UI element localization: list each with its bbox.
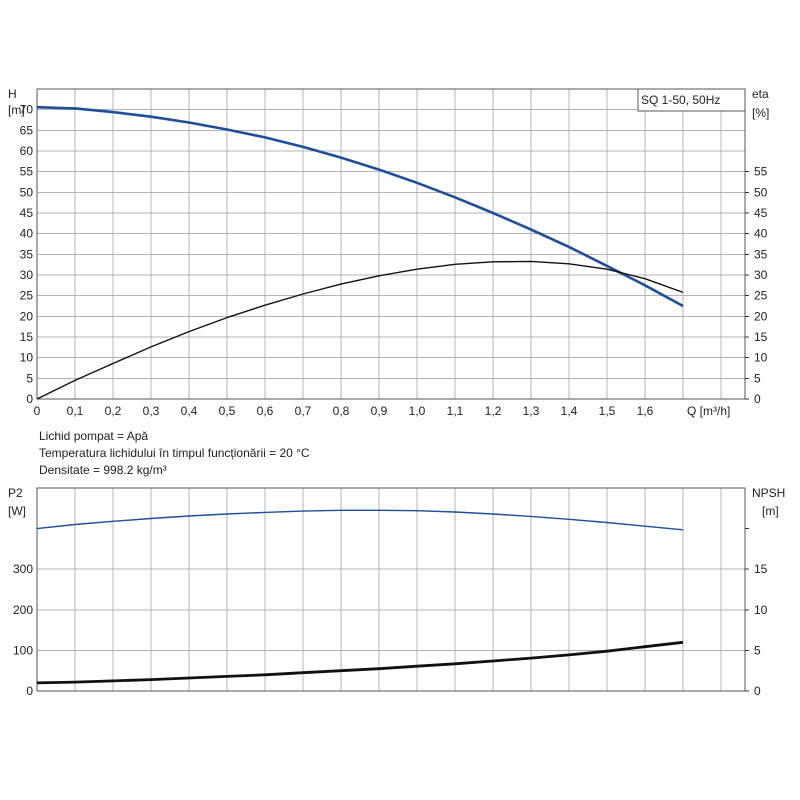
top-plot-frame [36, 88, 746, 400]
p2-tick-label: 300 [13, 562, 33, 576]
npsh-tick-label: 15 [754, 562, 768, 576]
q-tick-label: 1,1 [447, 404, 464, 418]
eta-tick-label: 35 [754, 247, 768, 261]
h-tick-label: 40 [20, 227, 34, 241]
eta-tick-label: 55 [754, 165, 768, 179]
eta-tick-label: 45 [754, 206, 768, 220]
h-tick-label: 30 [20, 268, 34, 282]
bottom-tick-labels: 0 100 200 300 0 5 10 15 [13, 528, 768, 698]
h-tick-label: 70 [20, 103, 34, 117]
h-tick-label: 10 [20, 351, 34, 365]
h-tick-label: 55 [20, 165, 34, 179]
npsh-axis-label: NPSH [752, 486, 785, 500]
q-tick-label: 0,6 [257, 404, 274, 418]
q-tick-label: 1,0 [409, 404, 426, 418]
q-tick-label: 1,2 [485, 404, 502, 418]
p2-tick-label: 100 [13, 643, 33, 657]
q-tick-label: 1,5 [599, 404, 616, 418]
bottom-series [36, 509, 684, 685]
npsh-tick-label: 10 [754, 603, 768, 617]
top-tick-labels: 0 5 10 15 20 25 30 35 40 45 50 55 60 65 70 0 5 10 15 20 25 30… [20, 103, 768, 418]
chart-title: SQ 1-50, 50Hz [641, 93, 720, 107]
h-tick-label: 0 [26, 392, 33, 406]
q-tick-label: 0,1 [67, 404, 84, 418]
eta-axis-label: eta [752, 87, 769, 101]
eta-tick-label: 15 [754, 330, 768, 344]
h-tick-label: 45 [20, 206, 34, 220]
npsh-tick-label: 0 [754, 684, 761, 698]
h-tick-label: 25 [20, 289, 34, 303]
p2-tick-label: 0 [26, 684, 33, 698]
h-tick-label: 5 [26, 371, 33, 385]
q-tick-label: 0,4 [181, 404, 198, 418]
eta-tick-label: 40 [754, 227, 768, 241]
note-density: Densitate = 998.2 kg/m³ [39, 463, 167, 477]
q-tick-label: 0,5 [219, 404, 236, 418]
h-tick-label: 35 [20, 247, 34, 261]
eta-tick-label: 10 [754, 351, 768, 365]
q-tick-label: 1,4 [561, 404, 578, 418]
h-tick-label: 15 [20, 330, 34, 344]
top-gridlines [37, 89, 745, 399]
q-tick-label: 0,3 [143, 404, 160, 418]
q-tick-label: 0,9 [371, 404, 388, 418]
q-tick-label: 1,3 [523, 404, 540, 418]
h-tick-label: 50 [20, 185, 34, 199]
npsh-axis-unit: [m] [762, 504, 779, 518]
eta-tick-label: 20 [754, 309, 768, 323]
chart-title-box [637, 88, 746, 112]
q-tick-label: 0,8 [333, 404, 350, 418]
eta-axis-unit: [%] [752, 106, 769, 120]
p2-axis-unit: [W] [8, 504, 26, 518]
note-temperature: Temperatura lichidului în timpul funcțio… [39, 446, 310, 460]
eta-tick-label: 5 [754, 371, 761, 385]
eta-tick-label: 0 [754, 392, 761, 406]
p2-curve [36, 509, 684, 531]
h-axis-label: H [8, 87, 17, 101]
h-tick-label: 60 [20, 144, 34, 158]
eta-curve [36, 260, 684, 400]
h-tick-label: 65 [20, 123, 34, 137]
note-liquid: Lichid pompat = Apă [39, 429, 148, 443]
top-series [36, 105, 684, 400]
q-tick-label: 0,7 [295, 404, 312, 418]
h-curve [36, 105, 684, 308]
h-tick-label: 20 [20, 309, 34, 323]
q-tick-label: 0 [34, 404, 41, 418]
eta-tick-label: 30 [754, 268, 768, 282]
npsh-curve [36, 640, 684, 685]
bottom-plot-frame [36, 487, 746, 692]
q-tick-label: 0,2 [105, 404, 122, 418]
p2-tick-label: 200 [13, 603, 33, 617]
x-axis-label: Q [m³/h] [687, 404, 730, 418]
npsh-tick-label: 5 [754, 643, 761, 657]
eta-tick-label: 50 [754, 185, 768, 199]
h-axis-unit: [m] [8, 103, 25, 117]
eta-tick-label: 25 [754, 289, 768, 303]
q-tick-label: 1,6 [637, 404, 654, 418]
p2-axis-label: P2 [8, 486, 23, 500]
